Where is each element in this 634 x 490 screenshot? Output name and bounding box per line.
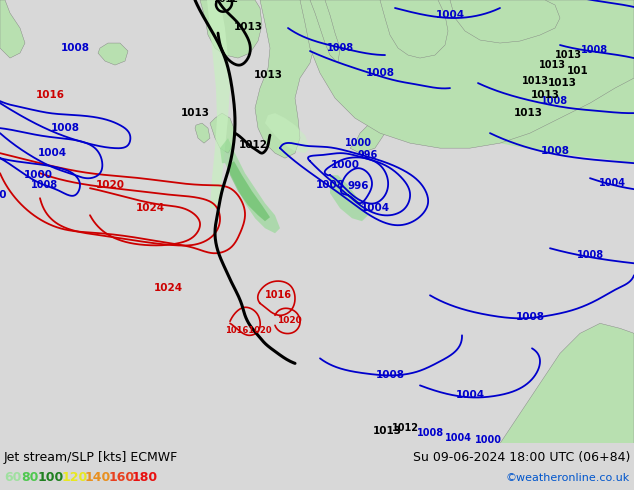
Text: 80: 80 [21,471,39,484]
Text: 1000: 1000 [23,170,53,180]
Text: 100: 100 [38,471,64,484]
Text: 1008: 1008 [417,428,444,439]
Text: 1020: 1020 [96,180,124,190]
Text: 1004: 1004 [455,391,484,400]
Text: 1004: 1004 [598,178,626,188]
Text: 1012: 1012 [212,0,238,4]
Text: 1008: 1008 [60,43,89,53]
Text: 101: 101 [567,66,589,76]
Text: 1008: 1008 [327,43,354,53]
Text: 1008: 1008 [515,312,545,322]
Text: 1013: 1013 [514,108,543,118]
Text: 1004: 1004 [37,148,67,158]
Polygon shape [340,0,415,153]
Text: 1024: 1024 [153,283,183,294]
Text: 1004: 1004 [444,434,472,443]
Text: 1008: 1008 [365,68,394,78]
Polygon shape [255,0,315,158]
Text: 1020: 1020 [276,316,301,325]
Text: 1013: 1013 [538,60,566,70]
Text: 120: 120 [61,471,87,484]
Polygon shape [265,113,310,153]
Text: 1008: 1008 [375,370,404,380]
Polygon shape [380,0,448,58]
Text: 1013: 1013 [555,50,581,60]
Text: 1013: 1013 [233,22,262,32]
Polygon shape [500,323,634,443]
Polygon shape [450,0,560,43]
Polygon shape [210,113,235,153]
Text: 1000: 1000 [330,160,359,170]
Text: 1013: 1013 [548,78,576,88]
Text: 1008: 1008 [581,45,609,55]
Text: 1008: 1008 [541,96,569,106]
Text: ©weatheronline.co.uk: ©weatheronline.co.uk [506,473,630,483]
Polygon shape [225,0,240,13]
Text: 1008: 1008 [316,180,344,190]
Text: 1000: 1000 [344,138,372,148]
Text: 1013: 1013 [254,70,283,80]
Text: Jet stream/SLP [kts] ECMWF: Jet stream/SLP [kts] ECMWF [4,451,178,464]
Text: 1004: 1004 [436,10,465,20]
Text: 10161020: 10161020 [224,326,271,335]
Polygon shape [0,0,25,58]
Text: 996: 996 [347,181,369,191]
Text: 1008: 1008 [541,146,569,156]
Text: 00: 00 [0,190,7,200]
Text: 1012: 1012 [238,140,268,150]
Text: 1013: 1013 [373,426,401,437]
Text: 1013: 1013 [531,90,559,100]
Polygon shape [330,175,368,221]
Polygon shape [220,138,280,233]
Text: 160: 160 [108,471,134,484]
Polygon shape [98,43,128,65]
Polygon shape [228,161,270,221]
Polygon shape [310,0,340,63]
Polygon shape [300,0,634,148]
Text: 1016: 1016 [264,290,292,300]
Text: 140: 140 [85,471,111,484]
Text: 1008: 1008 [51,123,79,133]
Text: 60: 60 [4,471,22,484]
Text: 1008: 1008 [32,180,58,190]
Text: 1008: 1008 [576,250,604,260]
Text: 180: 180 [132,471,158,484]
Text: 1016: 1016 [36,90,65,100]
Text: 1024: 1024 [136,203,165,213]
Text: 1012: 1012 [392,423,418,434]
Text: 1013: 1013 [522,76,548,86]
Text: 1004: 1004 [361,203,389,213]
Polygon shape [350,0,634,163]
Text: Su 09-06-2024 18:00 UTC (06+84): Su 09-06-2024 18:00 UTC (06+84) [413,451,630,464]
Polygon shape [195,123,210,143]
Text: 1000: 1000 [474,436,501,445]
Polygon shape [207,0,230,208]
Text: 996: 996 [358,150,378,160]
Text: 1013: 1013 [181,108,209,118]
Polygon shape [200,0,262,58]
